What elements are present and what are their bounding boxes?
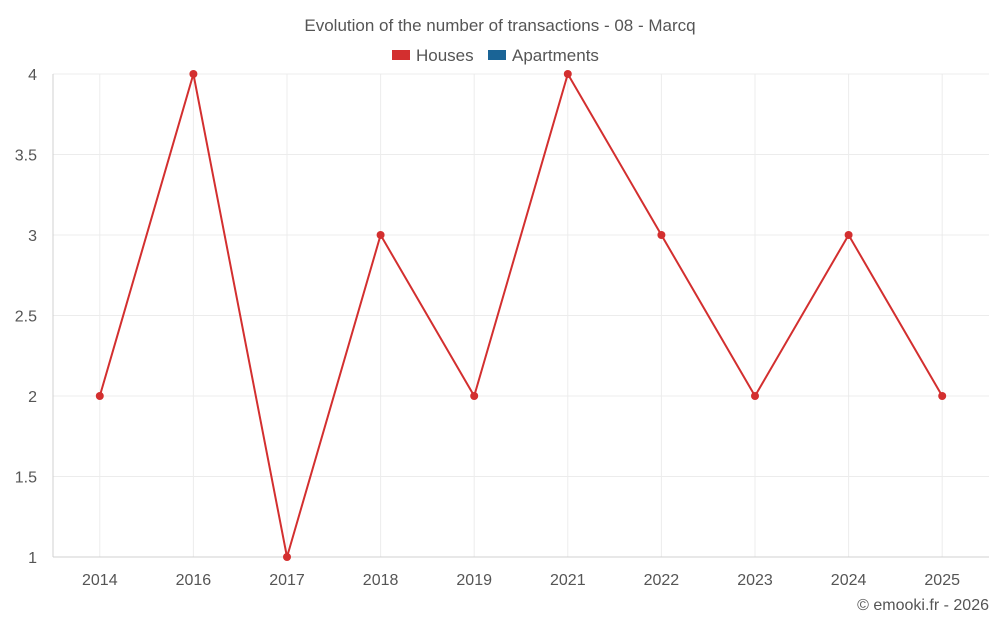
data-point-houses[interactable]: [376, 231, 385, 239]
x-tick-label: 2019: [456, 572, 492, 589]
legend-label-apartments: Apartments: [512, 46, 599, 65]
y-tick-label: 1: [28, 550, 37, 567]
axes: 1 1.5 2 2.5 3 3.5 4 2014 2016 2017 2018 2019 2021 202…: [15, 67, 989, 589]
data-point-houses[interactable]: [283, 553, 291, 561]
x-tick-label: 2017: [269, 572, 305, 589]
legend-item-houses[interactable]: Houses: [392, 46, 474, 65]
x-tick-label: 2025: [924, 572, 960, 589]
data-point-houses[interactable]: [844, 231, 853, 239]
data-point-houses[interactable]: [563, 70, 572, 78]
x-tick-label: 2018: [363, 572, 399, 589]
x-tick-label: 2021: [550, 572, 586, 589]
legend-label-houses: Houses: [416, 46, 474, 65]
chart-title: Evolution of the number of transactions …: [304, 16, 695, 35]
x-tick-label: 2023: [737, 572, 773, 589]
series-layer: [95, 70, 947, 561]
legend-item-apartments[interactable]: Apartments: [488, 46, 599, 65]
y-tick-label: 2: [28, 389, 37, 406]
x-tick-label: 2022: [644, 572, 680, 589]
data-point-houses[interactable]: [657, 231, 666, 239]
x-tick-label: 2024: [831, 572, 867, 589]
data-point-houses[interactable]: [938, 392, 947, 400]
y-tick-label: 3: [28, 228, 37, 245]
data-point-houses[interactable]: [95, 392, 104, 400]
data-point-houses[interactable]: [189, 70, 198, 78]
y-tick-label: 2.5: [15, 309, 37, 326]
legend-swatch-houses: [392, 50, 410, 60]
x-tick-label: 2016: [176, 572, 212, 589]
data-point-houses[interactable]: [470, 392, 479, 400]
y-tick-label: 1.5: [15, 470, 37, 487]
series-line-houses: [98, 73, 944, 558]
y-tick-label: 3.5: [15, 148, 37, 165]
legend: Houses Apartments: [392, 46, 599, 65]
x-tick-label: 2014: [82, 572, 118, 589]
data-point-houses[interactable]: [751, 392, 759, 400]
y-tick-label: 4: [28, 67, 37, 84]
legend-swatch-apartments: [488, 50, 506, 60]
grid: [53, 73, 989, 558]
copyright-credit: © emooki.fr - 2026: [857, 597, 989, 614]
